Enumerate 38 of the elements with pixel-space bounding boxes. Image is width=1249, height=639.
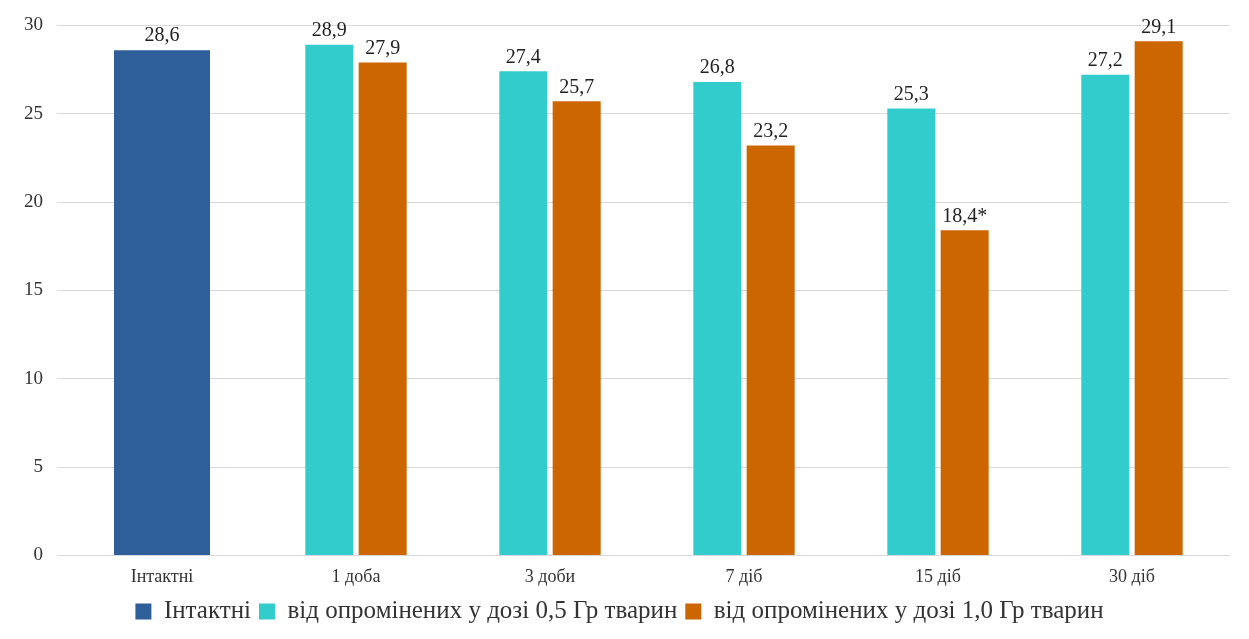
data-label: 18,4* (942, 203, 988, 226)
bar (693, 81, 742, 555)
legend-label: від опромінених у дозі 1,0 Гр тварин (713, 596, 1104, 624)
bar (746, 145, 795, 555)
data-label: 25,7 (559, 74, 595, 97)
y-tick-label: 15 (24, 278, 43, 300)
data-label: 28,6 (144, 23, 180, 46)
data-label: 27,9 (365, 35, 401, 58)
bar (1081, 74, 1130, 555)
x-tick-label: 15 діб (915, 565, 961, 586)
bar (113, 50, 211, 555)
x-tick-label: 1 доба (331, 565, 381, 586)
bar (887, 108, 936, 555)
y-tick-label: 5 (33, 455, 43, 477)
bar (305, 44, 354, 555)
bar (358, 62, 407, 555)
x-tick-label: 7 діб (725, 565, 763, 586)
data-label: 25,3 (893, 81, 929, 104)
y-tick-label: 0 (33, 543, 43, 565)
data-label: 27,2 (1087, 48, 1123, 71)
legend-label: Інтактні (163, 596, 252, 624)
bar (1134, 41, 1183, 555)
y-tick-label: 25 (24, 101, 43, 123)
x-tick-label: 3 доби (524, 565, 576, 586)
bar (499, 71, 548, 555)
x-tick-label: 30 діб (1109, 565, 1155, 586)
data-label: 28,9 (311, 18, 347, 41)
data-label: 26,8 (699, 55, 735, 78)
y-tick-label: 10 (24, 366, 43, 388)
data-label: 29,1 (1141, 14, 1177, 37)
legend-label: від опромінених у дозі 0,5 Гр тварин (287, 596, 678, 624)
y-tick-label: 20 (24, 190, 43, 212)
y-tick-label: 30 (24, 13, 43, 35)
data-label: 23,2 (753, 118, 789, 141)
bar (940, 230, 989, 555)
x-tick-label: Інтактні (130, 565, 194, 586)
bar (552, 101, 601, 555)
data-label: 27,4 (505, 44, 541, 67)
